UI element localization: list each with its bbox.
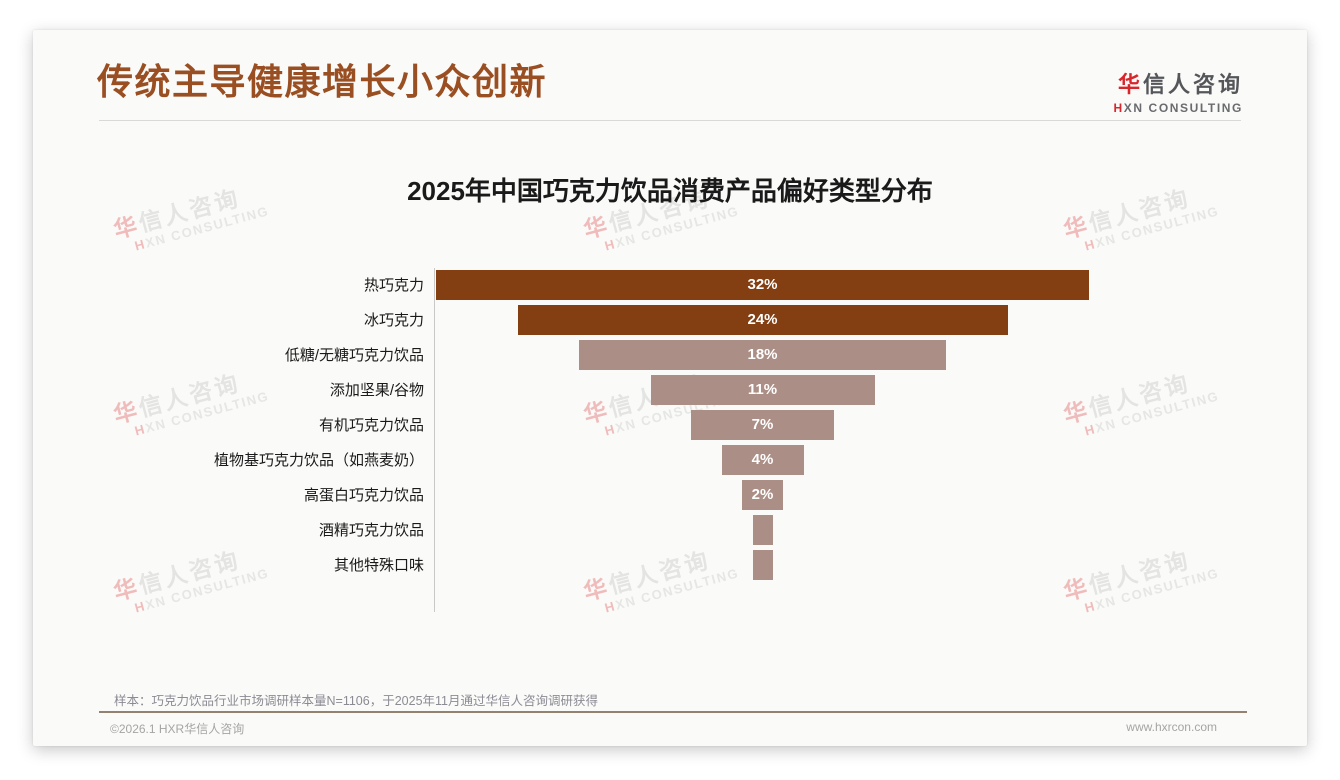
axis-line: [434, 268, 435, 612]
category-label: 有机巧克力饮品: [318, 417, 424, 434]
bar-area: 24%: [436, 304, 1089, 335]
funnel-bar: 7%: [691, 409, 834, 440]
header-divider: [99, 120, 1241, 121]
bar-value-label: 24%: [747, 311, 778, 328]
footer: ©2026.1 HXR华信人咨询 www.hxrcon.com: [110, 720, 1217, 737]
funnel-bar: 24%: [517, 304, 1008, 335]
funnel-row: 酒精巧克力饮品: [93, 512, 1089, 547]
page-title: 传统主导健康增长小众创新: [97, 61, 548, 102]
bar-area: 11%: [436, 374, 1089, 405]
funnel-chart: 热巧克力 32% 冰巧克力 24% 低糖/无糖巧克力饮品 18% 添加坚果/谷物 11% 有机巧…: [93, 267, 1089, 612]
brand-logo-en-text: XN CONSULTING: [1123, 101, 1243, 115]
funnel-row: 其他特殊口味: [93, 547, 1089, 582]
funnel-bar: 32%: [436, 269, 1089, 300]
website-text: www.hxrcon.com: [1126, 720, 1217, 734]
header: 传统主导健康增长小众创新 华信人咨询 HXN CONSULTING: [97, 60, 1243, 115]
funnel-row: 低糖/无糖巧克力饮品 18%: [93, 337, 1089, 372]
funnel-row: 热巧克力 32%: [93, 267, 1089, 302]
funnel-bar: 11%: [650, 374, 875, 405]
sample-note: 样本：巧克力饮品行业市场调研样本量N=1106，于2025年11月通过华信人咨询…: [114, 694, 598, 708]
bar-area: 18%: [436, 339, 1089, 370]
bar-value-label: 11%: [747, 381, 778, 398]
bar-area: 32%: [436, 269, 1089, 300]
bar-area: 2%: [436, 479, 1089, 510]
brand-logo-cn: 华信人咨询: [1113, 67, 1243, 99]
funnel-bar: [752, 514, 773, 545]
category-label: 热巧克力: [363, 277, 424, 294]
category-label: 其他特殊口味: [333, 557, 424, 574]
copyright-text: ©2026.1 HXR华信人咨询: [110, 722, 245, 736]
funnel-bar: [752, 549, 773, 580]
category-label: 高蛋白巧克力饮品: [303, 487, 424, 504]
category-label: 冰巧克力: [363, 312, 424, 329]
funnel-bar: 4%: [721, 444, 804, 475]
brand-logo-cn-accent: 华: [1117, 72, 1143, 97]
brand-logo-en-accent: H: [1113, 101, 1124, 115]
funnel-chart-rows: 热巧克力 32% 冰巧克力 24% 低糖/无糖巧克力饮品 18% 添加坚果/谷物 11% 有机巧…: [93, 267, 1089, 612]
funnel-row: 有机巧克力饮品 7%: [93, 407, 1089, 442]
footer-divider: [99, 711, 1247, 713]
bar-area: [436, 549, 1089, 580]
category-label: 酒精巧克力饮品: [318, 522, 424, 539]
bar-value-label: 2%: [751, 486, 774, 503]
category-label: 添加坚果/谷物: [329, 382, 424, 399]
bar-area: [436, 514, 1089, 545]
funnel-row: 冰巧克力 24%: [93, 302, 1089, 337]
chart-title: 2025年中国巧克力饮品消费产品偏好类型分布: [407, 176, 933, 206]
brand-logo-en: HXN CONSULTING: [1113, 101, 1243, 115]
funnel-row: 高蛋白巧克力饮品 2%: [93, 477, 1089, 512]
bar-value-label: 7%: [751, 416, 774, 433]
bar-value-label: 18%: [747, 346, 778, 363]
category-label: 低糖/无糖巧克力饮品: [284, 347, 424, 364]
funnel-bar: 18%: [579, 339, 946, 370]
brand-logo-cn-text: 信人咨询: [1142, 72, 1243, 97]
funnel-row: 添加坚果/谷物 11%: [93, 372, 1089, 407]
bar-value-label: 4%: [751, 451, 774, 468]
bar-area: 4%: [436, 444, 1089, 475]
brand-logo: 华信人咨询 HXN CONSULTING: [1113, 60, 1243, 115]
category-label: 植物基巧克力饮品（如燕麦奶）: [213, 452, 424, 469]
bar-area: 7%: [436, 409, 1089, 440]
funnel-bar: 2%: [742, 479, 783, 510]
funnel-row: 植物基巧克力饮品（如燕麦奶） 4%: [93, 442, 1089, 477]
slide-card: 华信人咨询 HXN CONSULTING 华信人咨询 HXN CONSULTING 华信…: [33, 30, 1307, 746]
bar-value-label: 32%: [747, 276, 778, 293]
